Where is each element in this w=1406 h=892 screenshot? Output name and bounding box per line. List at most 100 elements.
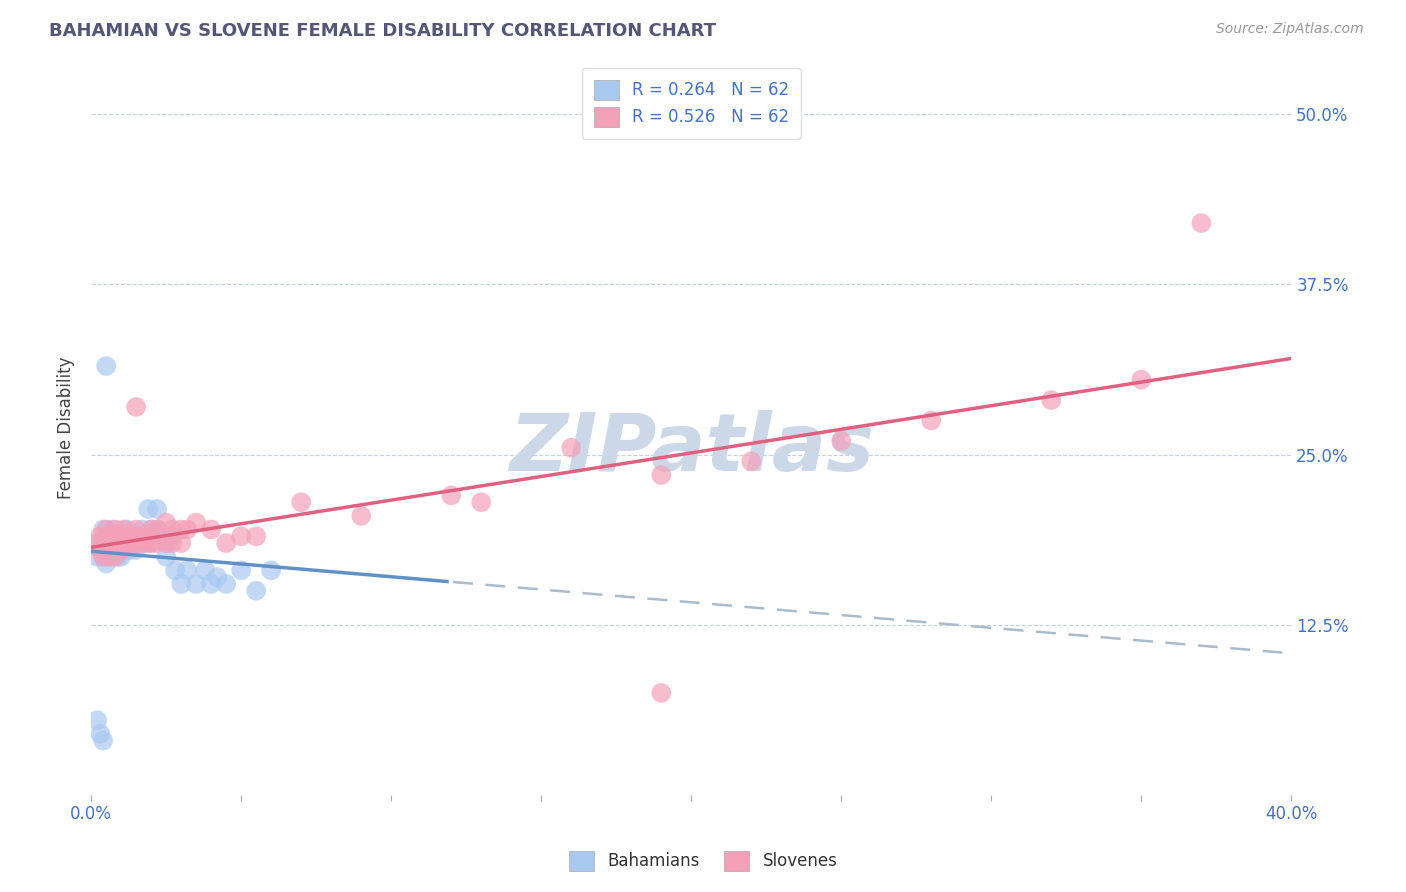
Point xyxy=(146,502,169,516)
Point xyxy=(89,529,111,543)
Point xyxy=(740,454,762,468)
Point xyxy=(1040,393,1063,408)
Point xyxy=(112,542,135,557)
Point xyxy=(107,542,129,557)
Point xyxy=(186,577,208,591)
Point xyxy=(86,713,108,727)
Point xyxy=(115,536,138,550)
Point xyxy=(96,359,118,373)
Point xyxy=(134,536,156,550)
Point xyxy=(136,502,159,516)
Point xyxy=(120,536,142,550)
Point xyxy=(122,529,145,543)
Point xyxy=(1130,373,1153,387)
Point xyxy=(101,536,124,550)
Point xyxy=(110,529,132,543)
Point xyxy=(110,542,132,557)
Point xyxy=(650,468,672,483)
Point xyxy=(98,536,121,550)
Point xyxy=(160,536,183,550)
Point xyxy=(650,686,672,700)
Point xyxy=(200,523,222,537)
Point xyxy=(115,536,138,550)
Point xyxy=(98,529,121,543)
Point xyxy=(141,536,163,550)
Legend: R = 0.264   N = 62, R = 0.526   N = 62: R = 0.264 N = 62, R = 0.526 N = 62 xyxy=(582,68,800,138)
Point xyxy=(830,434,852,448)
Point xyxy=(96,536,118,550)
Point xyxy=(110,549,132,564)
Point xyxy=(215,536,238,550)
Point xyxy=(122,529,145,543)
Point xyxy=(101,549,124,564)
Point xyxy=(112,536,135,550)
Point xyxy=(134,529,156,543)
Point xyxy=(107,529,129,543)
Point xyxy=(131,536,153,550)
Point xyxy=(91,536,114,550)
Point xyxy=(125,542,148,557)
Point xyxy=(89,727,111,741)
Point xyxy=(470,495,492,509)
Point xyxy=(440,488,463,502)
Point xyxy=(120,542,142,557)
Point xyxy=(215,577,238,591)
Point xyxy=(136,536,159,550)
Point xyxy=(91,523,114,537)
Point xyxy=(920,413,942,427)
Point xyxy=(98,536,121,550)
Point xyxy=(89,542,111,557)
Point xyxy=(89,542,111,557)
Text: ZIPatlas: ZIPatlas xyxy=(509,410,873,489)
Point xyxy=(165,563,187,577)
Point xyxy=(1189,216,1212,230)
Point xyxy=(104,536,127,550)
Point xyxy=(98,549,121,564)
Point xyxy=(200,577,222,591)
Point xyxy=(91,536,114,550)
Point xyxy=(104,549,127,564)
Y-axis label: Female Disability: Female Disability xyxy=(58,356,75,499)
Point xyxy=(155,536,177,550)
Point xyxy=(170,577,193,591)
Point xyxy=(91,549,114,564)
Text: BAHAMIAN VS SLOVENE FEMALE DISABILITY CORRELATION CHART: BAHAMIAN VS SLOVENE FEMALE DISABILITY CO… xyxy=(49,22,716,40)
Point xyxy=(160,523,183,537)
Point xyxy=(110,536,132,550)
Point xyxy=(86,549,108,564)
Point xyxy=(101,542,124,557)
Point xyxy=(104,542,127,557)
Point xyxy=(146,523,169,537)
Legend: Bahamians, Slovenes: Bahamians, Slovenes xyxy=(560,842,846,880)
Point xyxy=(245,529,267,543)
Point xyxy=(96,523,118,537)
Point xyxy=(110,529,132,543)
Point xyxy=(115,523,138,537)
Point xyxy=(86,536,108,550)
Point xyxy=(141,523,163,537)
Point xyxy=(120,536,142,550)
Point xyxy=(141,523,163,537)
Point xyxy=(125,523,148,537)
Point xyxy=(146,523,169,537)
Point xyxy=(160,529,183,543)
Point xyxy=(98,549,121,564)
Point xyxy=(107,549,129,564)
Point xyxy=(245,583,267,598)
Point xyxy=(205,570,228,584)
Point xyxy=(155,516,177,530)
Point xyxy=(128,529,150,543)
Point xyxy=(194,563,217,577)
Point xyxy=(131,523,153,537)
Point xyxy=(290,495,312,509)
Point xyxy=(96,557,118,571)
Point xyxy=(170,523,193,537)
Point xyxy=(146,536,169,550)
Point xyxy=(120,529,142,543)
Point xyxy=(125,536,148,550)
Point xyxy=(104,529,127,543)
Point xyxy=(260,563,283,577)
Point xyxy=(125,536,148,550)
Point xyxy=(101,542,124,557)
Point xyxy=(141,536,163,550)
